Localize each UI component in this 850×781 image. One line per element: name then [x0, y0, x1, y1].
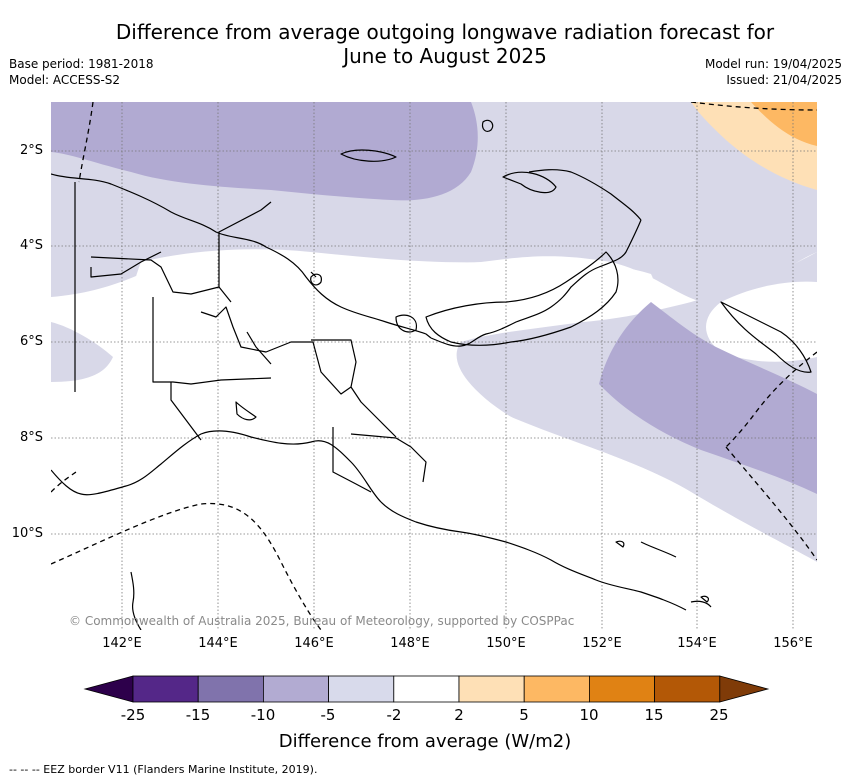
meta-left: Base period: 1981-2018 Model: ACCESS-S2	[9, 56, 154, 88]
title-line-2: June to August 2025	[343, 44, 547, 68]
lon-label-152e: 152°E	[582, 636, 622, 651]
eez-legend-note: -- -- -- EEZ border V11 (Flanders Marine…	[9, 763, 318, 776]
colorbar-tick-6: 5	[519, 706, 529, 724]
anomaly-region-medium-east	[599, 302, 817, 494]
lat-label-8s: 8°S	[19, 430, 43, 445]
colorbar-tick-1: -15	[185, 706, 211, 724]
colorbar-segments	[83, 675, 770, 703]
lon-label-156e: 156°E	[773, 636, 813, 651]
land-outlines	[51, 119, 812, 630]
anomaly-region-medium-north	[51, 102, 478, 201]
lat-label-6s: 6°S	[19, 334, 43, 349]
colorbar-tick-3: -5	[320, 706, 336, 724]
map-svg	[51, 102, 817, 630]
map-gridlines	[51, 102, 817, 630]
colorbar-extend-low	[83, 675, 134, 703]
lon-label-154e: 154°E	[677, 636, 717, 651]
colorbar-extend-high	[719, 675, 770, 703]
anomaly-region-light-west	[51, 322, 113, 382]
colorbar-segment	[197, 675, 264, 703]
lon-label-148e: 148°E	[390, 636, 430, 651]
colorbar-segment	[328, 675, 395, 703]
colorbar-segment	[589, 675, 656, 703]
colorbar-tick-2: -10	[250, 706, 276, 724]
model-name: Model: ACCESS-S2	[9, 73, 121, 87]
meta-right: Model run: 19/04/2025 Issued: 21/04/2025	[705, 56, 842, 88]
anomaly-region-neutral-central	[51, 249, 817, 630]
lat-label-10s: 10°S	[11, 526, 43, 541]
colorbar-label: Difference from average (W/m2)	[278, 731, 572, 752]
colorbar-tick-4: -2	[386, 706, 402, 724]
copyright-text: © Commonwealth of Australia 2025, Bureau…	[69, 614, 575, 628]
lat-label-2s: 2°S	[19, 143, 43, 158]
anomaly-region-warm-medium	[751, 102, 817, 146]
model-run: Model run: 19/04/2025	[704, 57, 842, 71]
lon-label-144e: 144°E	[198, 636, 238, 651]
eez-border	[51, 102, 817, 630]
colorbar-segment	[654, 675, 721, 703]
colorbar-tick-8: 15	[644, 706, 664, 724]
lon-label-150e: 150°E	[486, 636, 526, 651]
lat-label-4s: 4°S	[19, 238, 43, 253]
lon-label-146e: 146°E	[294, 636, 334, 651]
title-line-1: Difference from average outgoing longwav…	[115, 20, 775, 44]
chart-title: Difference from average outgoing longwav…	[95, 20, 795, 68]
map-panel	[51, 102, 817, 630]
colorbar-segment	[523, 675, 590, 703]
colorbar-segment	[262, 675, 329, 703]
colorbar-tick-7: 10	[579, 706, 599, 724]
colorbar-tick-0: -25	[120, 706, 146, 724]
issued-date: Issued: 21/04/2025	[726, 73, 842, 87]
colorbar-segment	[458, 675, 525, 703]
lon-label-142e: 142°E	[102, 636, 142, 651]
colorbar-tick-9: 25	[709, 706, 729, 724]
colorbar-segment	[393, 675, 460, 703]
colorbar-tick-5: 2	[454, 706, 464, 724]
colorbar-segment	[132, 675, 199, 703]
base-period: Base period: 1981-2018	[9, 57, 154, 71]
